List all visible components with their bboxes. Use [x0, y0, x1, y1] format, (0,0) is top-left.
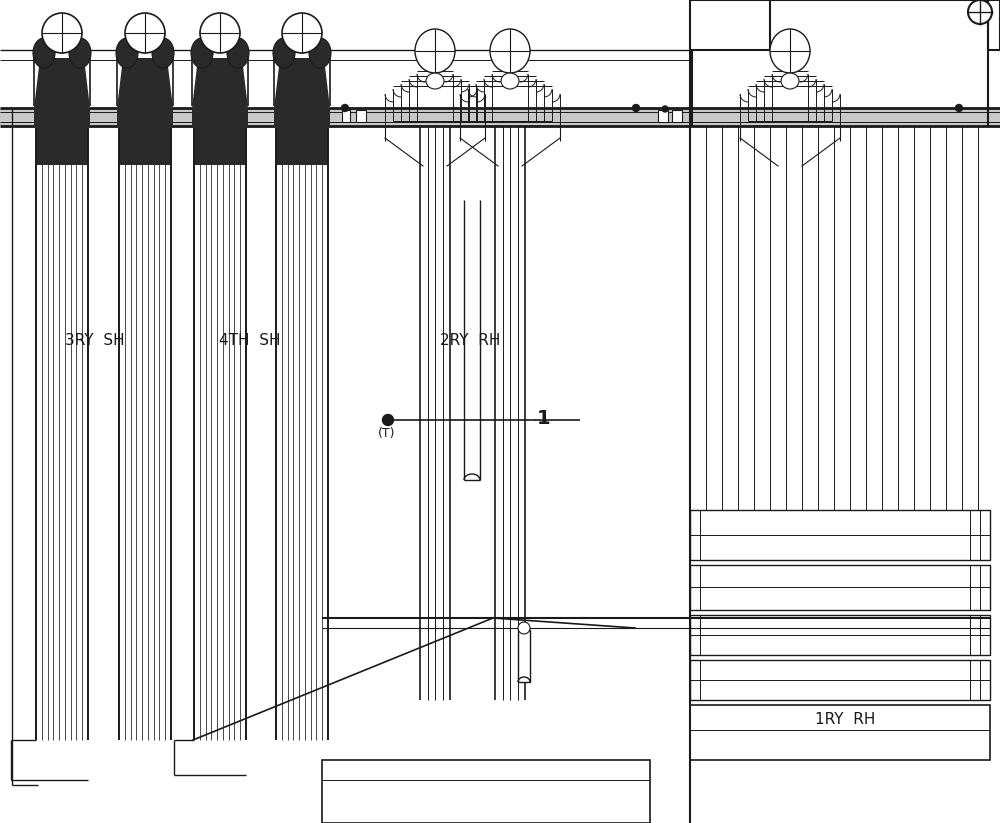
Bar: [274, 108, 330, 128]
Bar: [690, 565, 990, 610]
Bar: [119, 108, 171, 165]
Bar: [117, 108, 173, 128]
Circle shape: [382, 415, 394, 425]
Bar: [342, 110, 350, 122]
Circle shape: [968, 0, 992, 24]
Bar: [36, 108, 88, 165]
Text: (T): (T): [378, 426, 396, 439]
Circle shape: [633, 105, 640, 111]
Polygon shape: [274, 58, 330, 108]
Ellipse shape: [415, 29, 455, 73]
Ellipse shape: [273, 38, 295, 68]
Circle shape: [282, 13, 322, 53]
Text: 3RY  SH: 3RY SH: [65, 332, 125, 347]
Bar: [322, 760, 650, 823]
Polygon shape: [34, 58, 90, 108]
Ellipse shape: [309, 38, 331, 68]
Ellipse shape: [33, 38, 55, 68]
Bar: [518, 630, 530, 682]
Ellipse shape: [69, 38, 91, 68]
Ellipse shape: [501, 73, 519, 89]
Ellipse shape: [426, 73, 444, 89]
Ellipse shape: [781, 73, 799, 89]
Text: 1RY  RH: 1RY RH: [815, 713, 875, 728]
Circle shape: [200, 13, 240, 53]
Ellipse shape: [770, 29, 810, 73]
Circle shape: [956, 105, 962, 111]
Text: 4TH  SH: 4TH SH: [219, 332, 281, 347]
Bar: [34, 108, 90, 128]
Bar: [0, 108, 1000, 126]
Circle shape: [42, 13, 82, 53]
Polygon shape: [117, 58, 173, 108]
Ellipse shape: [227, 38, 249, 68]
Ellipse shape: [490, 29, 530, 73]
Ellipse shape: [116, 38, 138, 68]
Bar: [194, 108, 246, 165]
Bar: [356, 110, 366, 122]
Bar: [276, 108, 328, 165]
Bar: [690, 660, 990, 700]
Bar: [690, 705, 990, 760]
Bar: [192, 108, 248, 128]
Bar: [672, 110, 682, 122]
Bar: [690, 510, 990, 560]
Circle shape: [342, 105, 349, 111]
Bar: [658, 110, 668, 122]
Text: 2RY  RH: 2RY RH: [440, 332, 500, 347]
Bar: [690, 615, 990, 655]
Circle shape: [125, 13, 165, 53]
Circle shape: [518, 622, 530, 634]
Text: 1: 1: [537, 408, 551, 427]
Circle shape: [662, 106, 668, 112]
Polygon shape: [192, 58, 248, 108]
Ellipse shape: [191, 38, 213, 68]
Ellipse shape: [152, 38, 174, 68]
